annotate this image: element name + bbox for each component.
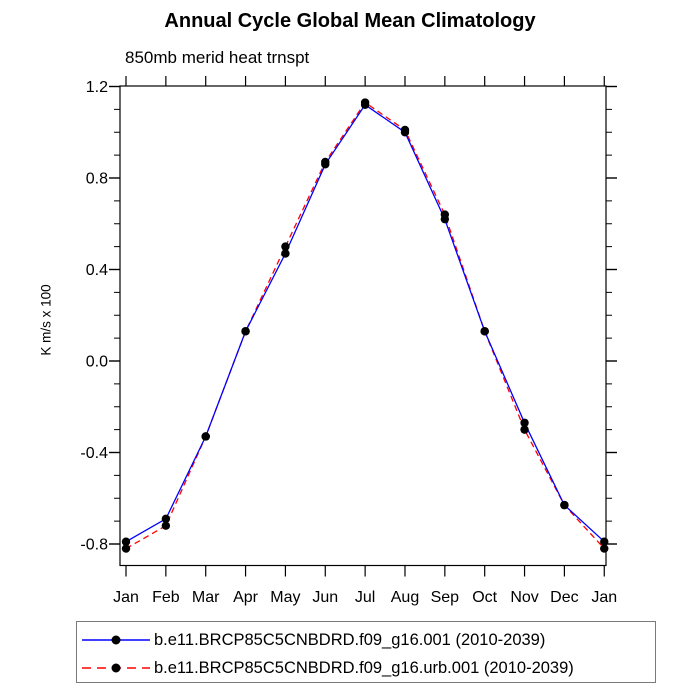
x-tick-label: May (270, 589, 300, 606)
legend: b.e11.BRCP85C5CNBDRD.f09_g16.001 (2010-2… (76, 621, 656, 683)
y-tick-label: 0.4 (86, 262, 108, 279)
legend-item: b.e11.BRCP85C5CNBDRD.f09_g16.urb.001 (20… (77, 654, 655, 682)
legend-marker-sample (111, 663, 121, 673)
x-tick-label: Dec (550, 589, 578, 606)
chart-subtitle: 850mb merid heat trnspt (125, 48, 310, 67)
series-marker-0 (440, 214, 450, 224)
x-tick-label: Mar (192, 589, 220, 606)
legend-item: b.e11.BRCP85C5CNBDRD.f09_g16.001 (2010-2… (77, 626, 655, 654)
series-marker-1 (281, 242, 290, 251)
chart-title: Annual Cycle Global Mean Climatology (164, 10, 536, 32)
x-tick-label: Sep (431, 589, 460, 606)
legend-swatch (82, 663, 150, 673)
x-tick-label: Jan (591, 589, 617, 606)
series-line-0 (125, 103, 605, 543)
series-marker-0 (520, 418, 529, 427)
plot-frame (119, 85, 607, 567)
y-tick-label: 0.8 (86, 171, 108, 188)
legend-label: b.e11.BRCP85C5CNBDRD.f09_g16.001 (2010-2… (154, 630, 546, 649)
y-tick-label: -0.8 (80, 537, 108, 554)
legend-label: b.e11.BRCP85C5CNBDRD.f09_g16.urb.001 (20… (154, 658, 574, 677)
series-marker-0 (560, 500, 569, 510)
x-tick-label: Apr (233, 589, 259, 606)
y-tick-label: 0.0 (86, 354, 108, 371)
series-marker-0 (321, 160, 330, 169)
series-marker-1 (520, 425, 529, 434)
x-tick-label: Jul (355, 589, 375, 606)
x-tick-label: Oct (472, 589, 497, 606)
series-marker-1 (121, 544, 131, 553)
series-marker-0 (201, 432, 210, 441)
y-tick-label: -0.4 (80, 445, 108, 462)
y-tick-label: 1.2 (86, 79, 108, 96)
legend-swatch (82, 635, 150, 645)
legend-marker-sample (111, 635, 121, 645)
x-tick-label: Jan (113, 589, 139, 606)
series-marker-1 (600, 544, 609, 553)
series-marker-1 (161, 521, 171, 530)
x-tick-label: Aug (391, 589, 419, 606)
x-tick-label: Feb (152, 589, 180, 606)
series-marker-0 (121, 537, 131, 546)
series-marker-0 (161, 514, 171, 524)
series-marker-0 (281, 249, 290, 258)
series-marker-0 (360, 100, 370, 110)
series-line-1 (125, 101, 605, 550)
x-tick-label: Nov (510, 589, 538, 606)
series-marker-0 (480, 327, 489, 336)
series-marker-0 (400, 128, 410, 137)
series-marker-0 (241, 327, 250, 336)
series-marker-0 (600, 537, 609, 546)
x-tick-label: Jun (312, 589, 338, 606)
